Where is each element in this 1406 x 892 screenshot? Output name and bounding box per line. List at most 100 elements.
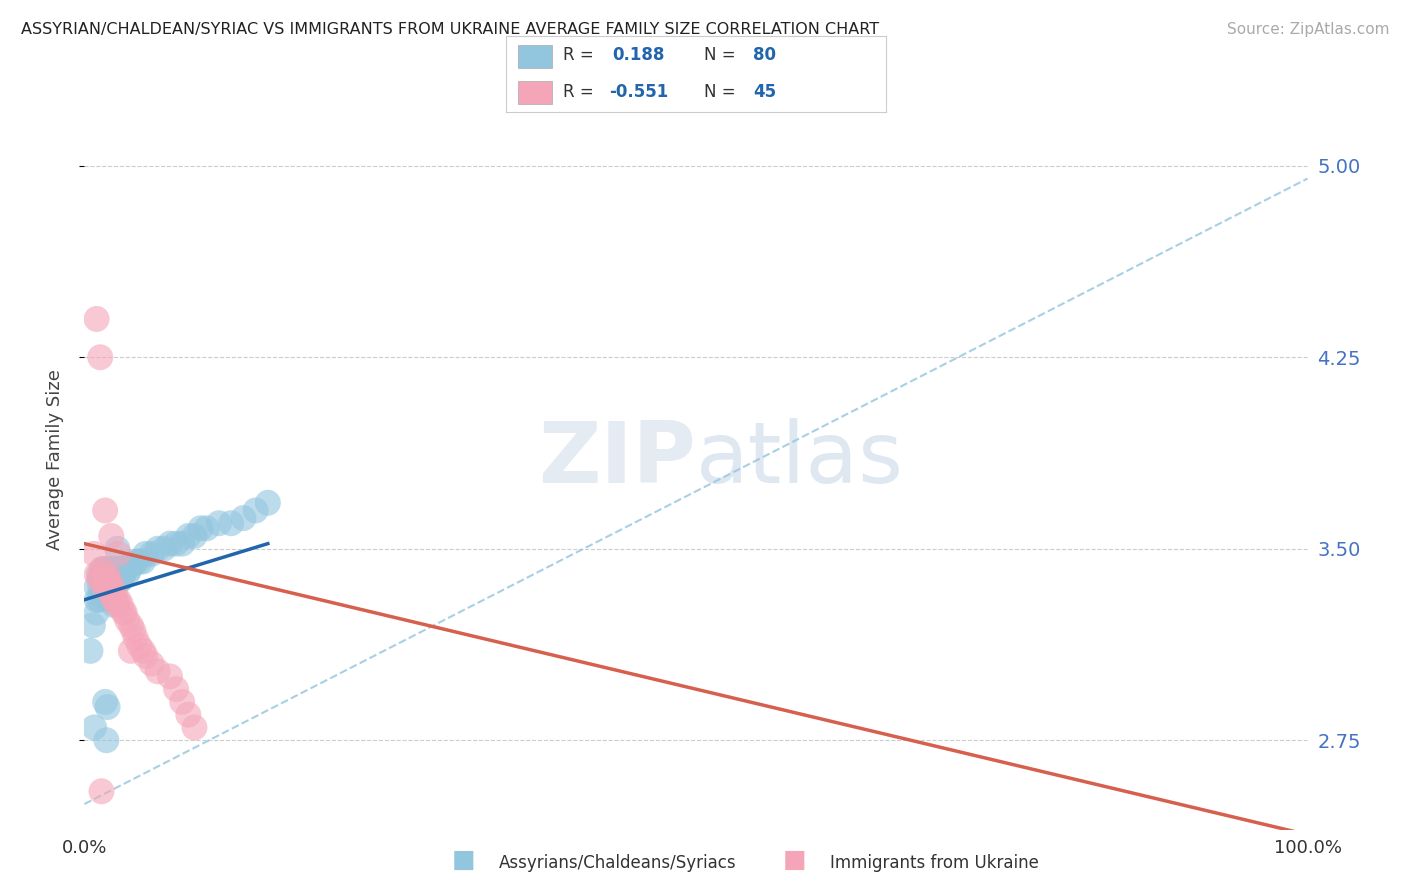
Text: atlas: atlas [696, 417, 904, 501]
Point [97, 700, 120, 714]
Point [110, 573, 132, 587]
Point [146, 541, 169, 556]
Point [103, 573, 125, 587]
Point [114, 606, 136, 620]
Point [101, 580, 124, 594]
Point [105, 562, 128, 576]
Point [159, 669, 181, 683]
Point [120, 557, 142, 571]
Point [177, 707, 200, 722]
Point [91, 567, 114, 582]
Point [90, 573, 112, 587]
Point [153, 541, 176, 556]
Point [94, 580, 117, 594]
Point [1114, 843, 1136, 857]
Point [120, 618, 142, 632]
Point [100, 562, 122, 576]
Point [132, 554, 155, 568]
Point [110, 573, 132, 587]
Point [219, 516, 242, 531]
Point [93, 573, 115, 587]
Point [100, 529, 122, 543]
Y-axis label: Average Family Size: Average Family Size [45, 369, 63, 549]
Point [128, 639, 150, 653]
Point [87, 592, 110, 607]
Text: R =: R = [562, 83, 599, 101]
Point [93, 580, 115, 594]
Point [90, 784, 112, 798]
Point [128, 554, 150, 568]
Point [120, 644, 142, 658]
Point [100, 592, 122, 607]
Point [94, 695, 117, 709]
Point [107, 562, 129, 576]
Point [101, 580, 124, 594]
Point [105, 573, 128, 587]
Point [232, 511, 254, 525]
Point [103, 567, 125, 582]
Point [89, 351, 111, 365]
Point [96, 567, 118, 582]
Point [172, 695, 194, 709]
Point [100, 573, 122, 587]
Point [183, 721, 205, 735]
Point [159, 536, 181, 550]
Point [685, 843, 707, 857]
Text: 80: 80 [754, 46, 776, 64]
Point [105, 592, 128, 607]
Text: 45: 45 [754, 83, 776, 101]
Text: N =: N = [703, 46, 741, 64]
Point [97, 580, 120, 594]
Point [93, 562, 115, 576]
Point [82, 618, 104, 632]
Point [112, 606, 135, 620]
Point [177, 529, 200, 543]
Point [79, 644, 101, 658]
Text: Assyrians/Chaldeans/Syriacs: Assyrians/Chaldeans/Syriacs [499, 855, 737, 872]
Point [132, 644, 155, 658]
Point [98, 580, 121, 594]
Point [89, 573, 111, 587]
Point [100, 588, 122, 602]
Point [103, 598, 125, 612]
Point [115, 567, 138, 582]
Point [90, 562, 112, 576]
Point [86, 606, 108, 620]
Point [107, 573, 129, 587]
Text: Immigrants from Ukraine: Immigrants from Ukraine [830, 855, 1039, 872]
Point [114, 562, 136, 576]
Text: 0.188: 0.188 [613, 46, 665, 64]
Point [165, 682, 187, 697]
Point [83, 547, 105, 561]
FancyBboxPatch shape [517, 81, 551, 104]
Text: ■: ■ [453, 848, 475, 872]
Point [112, 567, 135, 582]
Text: -0.551: -0.551 [609, 83, 668, 101]
Point [105, 567, 128, 582]
Point [103, 592, 125, 607]
Point [190, 521, 212, 535]
Point [86, 567, 108, 582]
Point [122, 557, 145, 571]
Point [97, 573, 120, 587]
Point [93, 580, 115, 594]
Point [104, 588, 127, 602]
Point [97, 567, 120, 582]
Point [108, 562, 131, 576]
Point [97, 567, 120, 582]
Point [257, 496, 280, 510]
Point [107, 592, 129, 607]
Point [107, 547, 129, 561]
Point [94, 503, 117, 517]
Point [97, 573, 120, 587]
Point [105, 567, 128, 582]
Point [96, 562, 118, 576]
Point [90, 588, 112, 602]
Text: R =: R = [562, 46, 599, 64]
Point [89, 580, 111, 594]
Point [183, 529, 205, 543]
Point [87, 573, 110, 587]
Point [110, 598, 132, 612]
Point [172, 536, 194, 550]
Point [125, 631, 148, 645]
